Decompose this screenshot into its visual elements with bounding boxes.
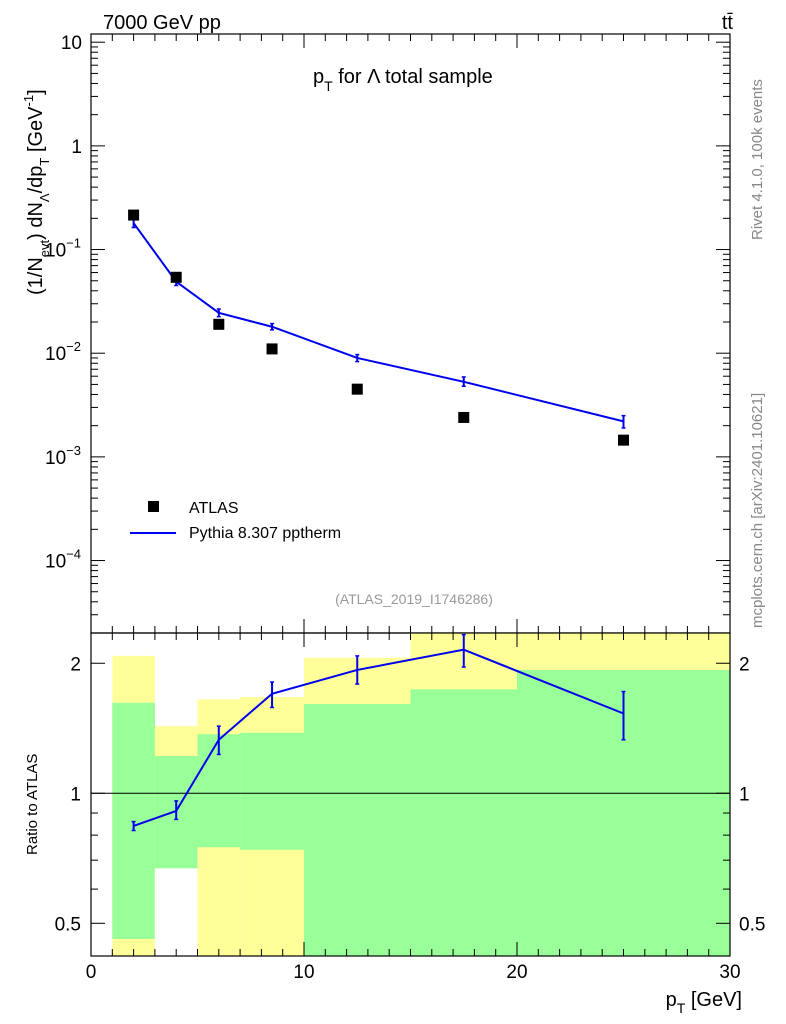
tick-base: 10: [45, 344, 66, 365]
energy-label: 7000 GeV pp: [103, 12, 221, 34]
side-label-top: Rivet 4.1.0, 100k events: [749, 79, 766, 240]
ylabel-part-4: /dp: [25, 166, 47, 194]
legend-label-atlas: ATLAS: [189, 500, 239, 517]
main-y-tick-label: 10−2: [45, 339, 81, 365]
ratio-y-tick-label: 2: [70, 654, 81, 675]
plot-title-rest: for Λ total sample: [333, 66, 493, 88]
ratio-band-inner: [240, 732, 304, 850]
ratio-band-inner: [410, 689, 517, 956]
atlas-data-point: [128, 209, 140, 221]
plot-title-p: p: [313, 66, 324, 88]
x-tick-label: 10: [293, 962, 314, 983]
plot-title-sub: T: [324, 78, 333, 94]
main-y-axis-label: (1/Nevt) dNΛ/dpT [GeV-1]: [21, 89, 52, 295]
x-tick-label: 0: [86, 962, 97, 983]
ylabel-part-8: ]: [25, 89, 47, 95]
atlas-data-point: [351, 383, 363, 395]
atlas-data-point: [213, 318, 225, 330]
ylabel-part-3: Λ: [37, 193, 52, 202]
x-axis-label: pT [GeV]: [666, 989, 742, 1016]
legend-label-pythia: Pythia 8.307 pptherm: [189, 525, 341, 542]
ratio-band-gap: [154, 868, 198, 956]
ratio-y-axis-label: Ratio to ATLAS: [24, 754, 41, 855]
atlas-data-point: [618, 434, 629, 446]
ylabel-part-7: -1: [21, 95, 36, 107]
analysis-id: (ATLAS_2019_I1746286): [335, 591, 493, 607]
plot-title: pT for Λ total sample: [313, 66, 493, 94]
ylabel-part-1: evt: [37, 239, 52, 257]
tick-exponent: −2: [66, 339, 81, 354]
tick-base: 1: [71, 137, 82, 158]
ylabel-part-2: ) dN: [25, 202, 47, 240]
ylabel-part-5: T: [37, 158, 52, 166]
main-y-tick-label: 10: [61, 33, 82, 54]
ylabel-part-0: (1/N: [25, 257, 47, 295]
x-tick-label: 30: [719, 962, 740, 983]
legend-marker-atlas: [148, 501, 159, 512]
tick-base: 10: [61, 33, 82, 54]
ratio-y-tick-label: 0.5: [55, 914, 81, 935]
atlas-data-point: [170, 271, 182, 283]
tick-base: 10: [45, 448, 66, 469]
main-y-tick-label: 10−1: [45, 236, 81, 262]
main-y-tick-label: 10−4: [45, 547, 81, 573]
x-tick-label: 20: [506, 962, 527, 983]
tick-exponent: −1: [66, 236, 81, 251]
ratio-plot: 0 10 20 30 0.5 0.5 1 1 2 2: [55, 632, 765, 983]
tick-base: 10: [45, 241, 66, 262]
ratio-y-tick-label-right: 1: [739, 784, 750, 805]
process-label: tt̄: [722, 12, 734, 34]
main-y-tick-label: 1: [71, 137, 82, 158]
legend: ATLAS Pythia 8.307 pptherm: [130, 500, 341, 542]
xlabel-p: p: [666, 989, 677, 1011]
ratio-y-tick-label-right: 0.5: [739, 914, 765, 935]
tick-exponent: −4: [66, 547, 81, 562]
main-y-tick-label: 10−3: [45, 443, 81, 469]
ratio-y-tick-label-right: 2: [739, 654, 750, 675]
xlabel-rest: [GeV]: [685, 989, 742, 1011]
tick-exponent: −3: [66, 443, 81, 458]
ratio-band-inner: [304, 703, 411, 956]
atlas-data-point: [458, 411, 470, 423]
ratio-y-tick-label: 1: [70, 784, 81, 805]
atlas-data-point: [266, 343, 278, 355]
side-label-bottom: mcplots.cern.ch [arXiv:2401.10621]: [749, 393, 766, 628]
xlabel-sub: T: [677, 1000, 686, 1016]
tick-base: 10: [45, 552, 66, 573]
ratio-series-line: [133, 648, 624, 827]
ylabel-part-6: [GeV: [25, 106, 47, 158]
